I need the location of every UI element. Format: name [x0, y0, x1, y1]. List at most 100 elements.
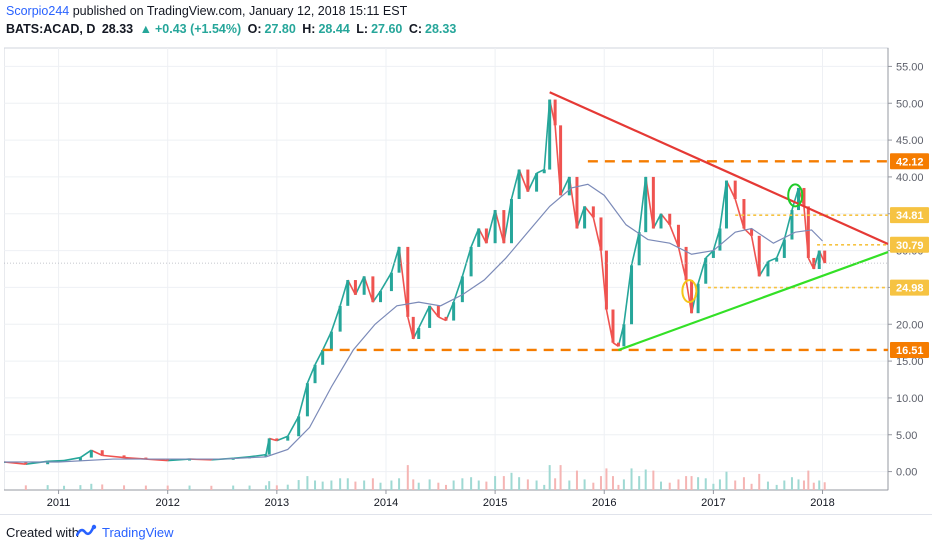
candle	[644, 176, 648, 233]
price-chart[interactable]: 55.0050.0045.0040.0035.0030.0025.0020.00…	[4, 44, 931, 514]
volume-bar	[371, 478, 374, 490]
candle	[493, 210, 497, 244]
volume-bar	[477, 480, 480, 490]
symbol-header: BATS:ACAD, D 28.33 ▲ +0.43 (+1.54%) O: 27.…	[6, 22, 459, 36]
volume-bar	[510, 472, 513, 490]
volume-bar	[330, 480, 333, 490]
annotation-ellipse	[787, 183, 804, 208]
y-tick-label: 50.00	[896, 98, 924, 110]
candle	[559, 125, 563, 196]
volume-bar	[568, 480, 571, 490]
candle	[766, 261, 770, 277]
volume-bar	[611, 476, 614, 490]
down-trendline	[549, 91, 889, 245]
volume-bar	[248, 485, 251, 490]
volume-bar	[690, 476, 693, 490]
volume-bar	[758, 473, 761, 490]
candle	[305, 383, 309, 417]
volume-bar	[123, 485, 126, 490]
candle	[267, 438, 271, 455]
volume-bar	[314, 480, 317, 490]
candle	[659, 213, 663, 229]
volume-bar	[101, 484, 104, 490]
volume-bar	[306, 476, 309, 490]
tradingview-link[interactable]: TradingView	[102, 525, 174, 540]
volume-bar	[526, 479, 529, 490]
candle	[264, 454, 268, 457]
low-label: L:	[356, 22, 369, 36]
volume-bar	[704, 478, 707, 490]
volume-bar	[652, 470, 655, 490]
x-tick-label: 2013	[265, 497, 289, 509]
y-tick-label: 5.00	[896, 430, 917, 442]
symbol-label: BATS:ACAD, D	[6, 22, 96, 36]
volume-bar	[286, 484, 289, 490]
x-tick-label: 2011	[47, 497, 71, 509]
volume-bar	[638, 476, 641, 490]
candle	[338, 305, 342, 332]
price-label: 24.98	[896, 283, 924, 295]
candle	[502, 210, 506, 244]
volume-bar	[79, 485, 82, 490]
volume-bar	[677, 479, 680, 490]
candle	[591, 206, 595, 218]
price-label-box	[890, 279, 929, 296]
volume-bar	[559, 465, 562, 490]
candle	[604, 250, 608, 310]
candle	[452, 302, 456, 321]
candle	[371, 276, 375, 303]
candle	[166, 459, 170, 461]
volume-bar	[188, 485, 191, 490]
candle	[802, 187, 806, 207]
candle	[622, 324, 626, 347]
volume-bar	[802, 480, 805, 490]
high-label: H:	[302, 22, 316, 36]
candle	[436, 305, 440, 317]
candle	[630, 265, 634, 325]
candle	[616, 342, 620, 347]
volume-bar	[554, 478, 557, 490]
volume-bar	[668, 482, 671, 490]
price-segment	[417, 305, 431, 329]
x-tick-label: 2016	[592, 497, 616, 509]
tradingview-logo-icon[interactable]	[76, 523, 98, 541]
volume-bar	[437, 482, 440, 490]
candle	[144, 457, 148, 460]
author-link[interactable]: Scorpio244	[6, 4, 70, 18]
volume-bar	[24, 485, 27, 490]
candle	[724, 180, 728, 229]
candle	[542, 169, 546, 174]
price-segment	[379, 272, 393, 292]
candle	[553, 99, 557, 126]
candle	[806, 206, 810, 258]
candle	[668, 213, 672, 225]
annotation-ellipse	[681, 279, 698, 304]
volume-bar	[734, 480, 737, 490]
candle	[684, 246, 688, 281]
volume-bar	[452, 480, 455, 490]
volume-bar	[543, 484, 546, 490]
low-value: 27.60	[371, 22, 403, 36]
candle	[651, 176, 655, 229]
candle	[775, 257, 779, 262]
price-label-box	[890, 236, 929, 253]
candle	[690, 280, 694, 314]
candle	[823, 250, 827, 264]
candle	[517, 169, 521, 200]
volume-bar	[575, 470, 578, 490]
candle	[477, 228, 481, 247]
candle	[417, 327, 421, 339]
volume-bar	[750, 483, 753, 490]
publish-info: published on TradingView.com, January 12…	[72, 4, 408, 18]
up-trendline	[618, 251, 889, 352]
y-tick-label: 20.00	[896, 319, 924, 331]
candle	[548, 99, 552, 170]
volume-bar	[297, 480, 300, 490]
volume-bar	[605, 468, 608, 490]
price-segment	[287, 415, 300, 437]
volume-bar	[354, 481, 357, 490]
plot-frame	[4, 47, 889, 491]
volume-bar	[712, 483, 715, 490]
volume-bar	[807, 470, 810, 490]
volume-bar	[775, 484, 778, 490]
